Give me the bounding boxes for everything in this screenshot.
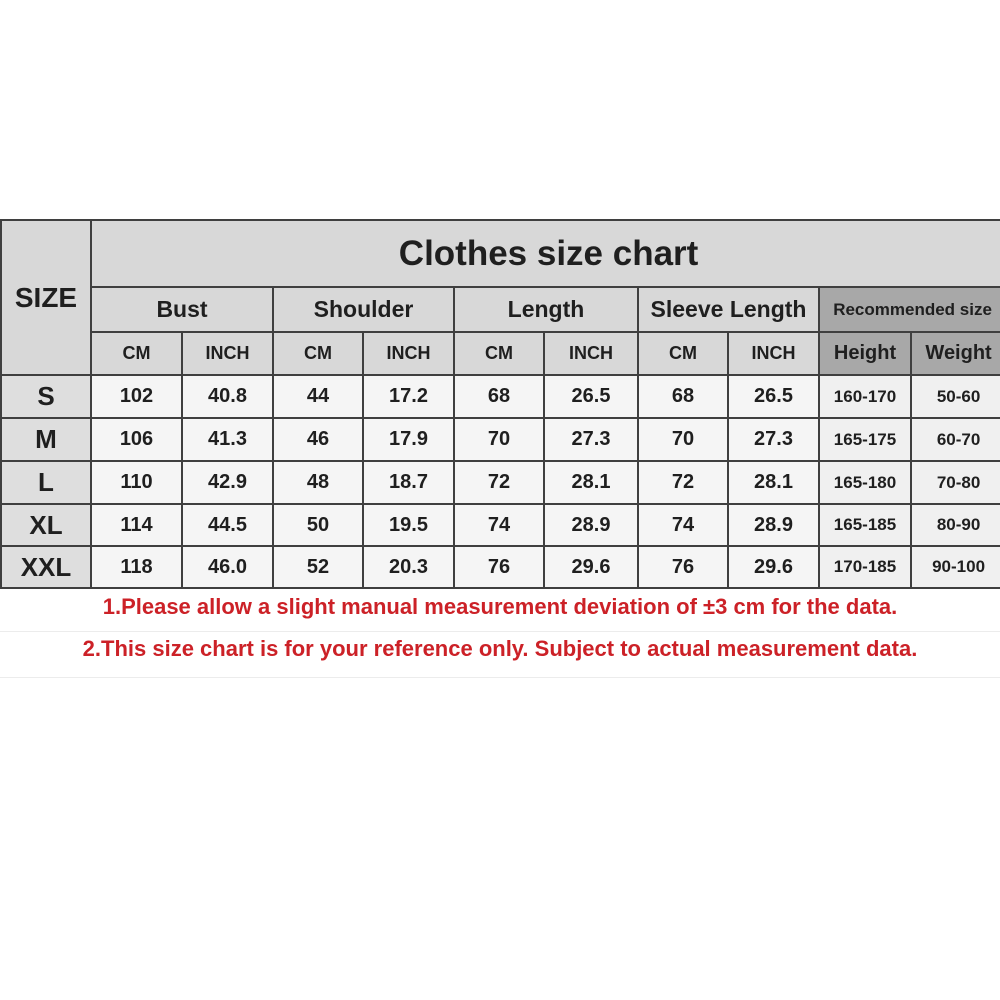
table-cell: 26.5: [727, 374, 820, 419]
table-cell: 74: [453, 503, 545, 547]
table-cell: 28.9: [727, 503, 820, 547]
table-cell: 50-60: [909, 374, 1000, 419]
size-row-label: XXL: [0, 545, 92, 589]
table-cell: 70-80: [909, 460, 1000, 505]
unit-header-sleeve-cm: CM: [637, 331, 729, 376]
size-row-label: M: [0, 417, 92, 462]
group-header-recommended-size: Recommended size: [817, 286, 1000, 333]
measurement-deviation-note: 1.Please allow a slight manual measureme…: [102, 594, 898, 619]
table-cell: 70: [453, 417, 545, 462]
divider-line: [0, 631, 1000, 632]
table-cell: 19.5: [362, 503, 455, 547]
table-cell: 28.1: [727, 460, 820, 505]
title-row: SIZE Clothes size chart: [0, 219, 1000, 376]
table-cell: 26.5: [543, 374, 639, 419]
table-cell: 106: [90, 417, 183, 462]
table-cell: 118: [90, 545, 183, 589]
table-cell: 70: [637, 417, 729, 462]
table-cell: 18.7: [362, 460, 455, 505]
table-cell: 72: [453, 460, 545, 505]
table-cell: 42.9: [181, 460, 274, 505]
table-cell: 27.3: [727, 417, 820, 462]
table-cell: 68: [637, 374, 729, 419]
table-row-l: L 110 42.9 48 18.7 72 28.1 72 28.1 165-1…: [0, 460, 1000, 505]
unit-header-weight: Weight: [909, 331, 1000, 376]
table-title: Clothes size chart: [89, 219, 1000, 288]
table-cell: 27.3: [543, 417, 639, 462]
group-header-shoulder: Shoulder: [272, 286, 455, 333]
divider-line: [0, 677, 1000, 678]
table-cell: 60-70: [909, 417, 1000, 462]
group-header-length: Length: [453, 286, 639, 333]
table-cell: 46: [272, 417, 364, 462]
table-cell: 76: [637, 545, 729, 589]
table-row-xl: XL 114 44.5 50 19.5 74 28.9 74 28.9 165-…: [0, 503, 1000, 547]
table-cell: 90-100: [909, 545, 1000, 589]
size-row-label: L: [0, 460, 92, 505]
unit-header-height: Height: [818, 331, 912, 376]
table-cell: 160-170: [818, 374, 912, 419]
group-header-row: Bust Shoulder Length Sleeve Length Recom…: [1, 286, 1000, 333]
table-cell: 29.6: [543, 545, 639, 589]
table-cell: 17.2: [362, 374, 455, 419]
reference-only-note: 2.This size chart is for your reference …: [82, 636, 918, 661]
table-cell: 46.0: [181, 545, 274, 589]
table-cell: 74: [637, 503, 729, 547]
table-cell: 44: [272, 374, 364, 419]
table-cell: 50: [272, 503, 364, 547]
unit-header-length-cm: CM: [453, 331, 545, 376]
unit-header-bust-cm: CM: [90, 331, 183, 376]
size-corner-header: SIZE: [0, 219, 92, 376]
size-chart-table: SIZE Clothes size chart Bust Shoulder Le…: [0, 219, 1000, 589]
table-cell: 165-180: [818, 460, 912, 505]
table-cell: 110: [90, 460, 183, 505]
table-cell: 44.5: [181, 503, 274, 547]
table-cell: 52: [272, 545, 364, 589]
table-row-m: M 106 41.3 46 17.9 70 27.3 70 27.3 165-1…: [0, 417, 1000, 462]
table-row-s: S 102 40.8 44 17.2 68 26.5 68 26.5 160-1…: [0, 374, 1000, 419]
unit-header-sleeve-inch: INCH: [727, 331, 820, 376]
size-chart: SIZE Clothes size chart Bust Shoulder Le…: [0, 219, 1000, 589]
table-cell: 165-175: [818, 417, 912, 462]
table-cell: 102: [90, 374, 183, 419]
unit-header-row: CM INCH CM INCH CM INCH CM INCH Height W…: [1, 331, 1000, 376]
table-cell: 28.1: [543, 460, 639, 505]
group-header-sleeve-length: Sleeve Length: [637, 286, 820, 333]
table-cell: 28.9: [543, 503, 639, 547]
table-cell: 68: [453, 374, 545, 419]
table-cell: 170-185: [818, 545, 912, 589]
size-row-label: S: [0, 374, 92, 419]
table-row-xxl: XXL 118 46.0 52 20.3 76 29.6 76 29.6 170…: [0, 545, 1000, 589]
unit-header-length-inch: INCH: [543, 331, 639, 376]
table-cell: 114: [90, 503, 183, 547]
unit-header-bust-inch: INCH: [181, 331, 274, 376]
table-cell: 72: [637, 460, 729, 505]
unit-header-shoulder-inch: INCH: [362, 331, 455, 376]
table-cell: 48: [272, 460, 364, 505]
table-cell: 41.3: [181, 417, 274, 462]
table-cell: 17.9: [362, 417, 455, 462]
size-row-label: XL: [0, 503, 92, 547]
table-cell: 40.8: [181, 374, 274, 419]
table-cell: 29.6: [727, 545, 820, 589]
table-cell: 80-90: [909, 503, 1000, 547]
unit-header-shoulder-cm: CM: [272, 331, 364, 376]
table-cell: 20.3: [362, 545, 455, 589]
table-cell: 165-185: [818, 503, 912, 547]
table-cell: 76: [453, 545, 545, 589]
group-header-bust: Bust: [90, 286, 274, 333]
